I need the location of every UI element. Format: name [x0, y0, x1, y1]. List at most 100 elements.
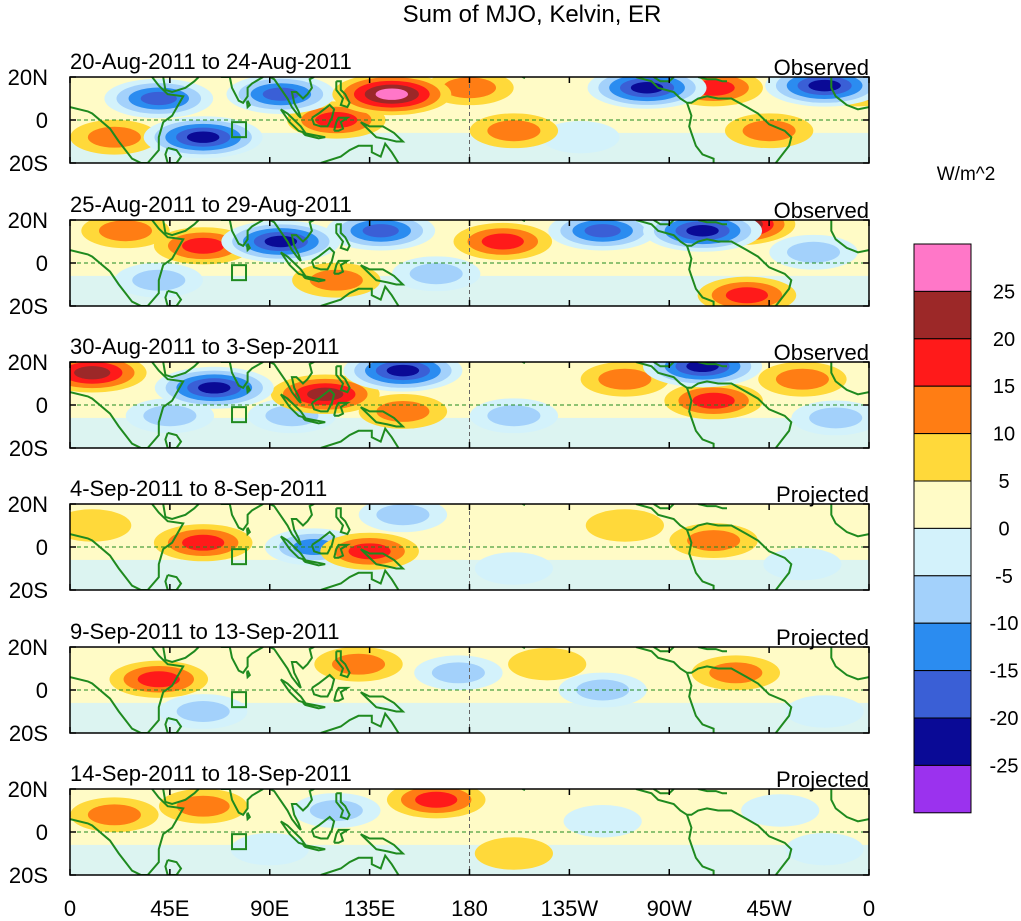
- panel-date-range: 14-Sep-2011 to 18-Sep-2011: [70, 761, 352, 786]
- coastline: [220, 77, 264, 105]
- anomaly-contour: [809, 407, 863, 429]
- coastline: [360, 691, 406, 713]
- coastline: [310, 530, 336, 555]
- coastline: [162, 504, 200, 521]
- anomaly-contour: [182, 534, 225, 551]
- coastline: [164, 289, 183, 306]
- anomaly-contour: [362, 224, 399, 238]
- anomaly-contour: [598, 368, 652, 390]
- coastline: [70, 789, 185, 875]
- y-tick-label: 20S: [9, 578, 48, 603]
- x-tick-label: 0: [863, 896, 875, 921]
- anomaly-contour: [808, 79, 841, 92]
- coastline: [360, 264, 406, 286]
- coastline: [302, 274, 326, 283]
- coastline: [302, 416, 326, 425]
- region-box: [231, 548, 248, 566]
- anomaly-contour: [182, 237, 225, 254]
- x-tick-label: 135W: [541, 896, 599, 921]
- coastline: [220, 504, 264, 532]
- colorbar-level-label: 25: [993, 281, 1015, 303]
- coastline: [320, 141, 400, 163]
- anomaly-contour: [742, 120, 796, 142]
- coastline: [302, 558, 326, 567]
- coastline: [164, 146, 183, 163]
- coastline: [310, 388, 336, 413]
- coastline: [269, 77, 315, 119]
- anomaly-contour: [487, 405, 541, 427]
- coastline: [302, 701, 326, 710]
- x-tick-label: 45W: [747, 896, 792, 921]
- coastline: [686, 814, 715, 875]
- anomaly-contour: [785, 695, 864, 728]
- y-tick-label: 20S: [9, 436, 48, 461]
- coastline: [246, 100, 252, 110]
- coastline: [164, 574, 183, 590]
- panel-label: Observed: [774, 198, 869, 223]
- panel-group: 20N 0 20S 20-Aug-2011 to 24-Aug-2011 Observe…: [8, 49, 870, 888]
- coastline: [360, 833, 406, 855]
- anomaly-contour: [198, 382, 231, 394]
- anomaly-contour: [474, 552, 553, 585]
- colorbar-swatch: [913, 527, 972, 577]
- coastline: [310, 673, 336, 698]
- anomaly-contour: [137, 671, 180, 688]
- panel-2: 20N 0 20S 25-Aug-2011 to 29-Aug-2011 Observe…: [8, 192, 870, 319]
- coastline: [635, 789, 793, 875]
- colorbar-swatch: [913, 338, 972, 387]
- y-tick-label: 0: [36, 251, 48, 276]
- coastlines: [70, 362, 869, 448]
- colorbar-level-label: 15: [993, 376, 1015, 398]
- coastline: [246, 670, 252, 680]
- colorbar-swatch: [913, 480, 972, 529]
- colorbar-swatch: [913, 575, 972, 624]
- coastline: [335, 80, 351, 109]
- coastline: [335, 223, 351, 252]
- coastline: [310, 815, 336, 840]
- colorbar-level-label: 5: [998, 471, 1009, 493]
- colorbar-level-label: 10: [993, 424, 1015, 446]
- coastlines: [70, 789, 869, 875]
- coastline: [220, 789, 264, 817]
- anomaly-contour: [431, 662, 485, 684]
- region-box: [231, 406, 248, 424]
- region-box: [231, 121, 248, 139]
- coastline: [320, 711, 400, 733]
- anomaly-contour: [775, 368, 829, 390]
- coastline: [162, 647, 200, 664]
- anomaly-contour: [262, 87, 299, 101]
- colorbar-level-label: 20: [993, 329, 1015, 351]
- anomaly-contour: [87, 804, 141, 826]
- coastline: [220, 362, 264, 390]
- coastline: [697, 220, 727, 226]
- anomaly-contour: [709, 662, 763, 684]
- coastline: [220, 220, 264, 248]
- anomaly-contour: [176, 701, 230, 722]
- x-tick-label: 45E: [150, 896, 189, 921]
- anomaly-contour: [98, 220, 153, 242]
- coastline: [162, 362, 200, 379]
- coastline: [686, 529, 715, 590]
- anomaly-contour: [487, 120, 541, 142]
- region-box: [231, 691, 248, 709]
- y-tick-label: 20N: [8, 350, 48, 375]
- anomaly-contour: [508, 648, 587, 681]
- panel-1: 20N 0 20S 20-Aug-2011 to 24-Aug-2011 Observe…: [8, 49, 870, 176]
- anomaly-contour: [375, 88, 409, 100]
- coastline: [686, 672, 715, 733]
- panel-label: Projected: [776, 767, 869, 792]
- colorbar-swatch: [913, 670, 972, 719]
- panel-6: 20N 0 20S 14-Sep-2011 to 18-Sep-2011 Project…: [8, 761, 870, 888]
- colorbar-level-label: -20: [990, 708, 1019, 730]
- coastline: [310, 103, 336, 128]
- panel-date-range: 30-Aug-2011 to 3-Sep-2011: [70, 334, 340, 359]
- anomaly-contour: [376, 401, 430, 422]
- panel-label: Projected: [776, 482, 869, 507]
- coastline: [220, 647, 264, 675]
- anomaly-contour: [474, 837, 553, 870]
- coastline: [830, 220, 869, 254]
- anomaly-contour: [481, 233, 524, 250]
- coastline: [653, 647, 675, 653]
- anomaly-contour: [87, 126, 141, 148]
